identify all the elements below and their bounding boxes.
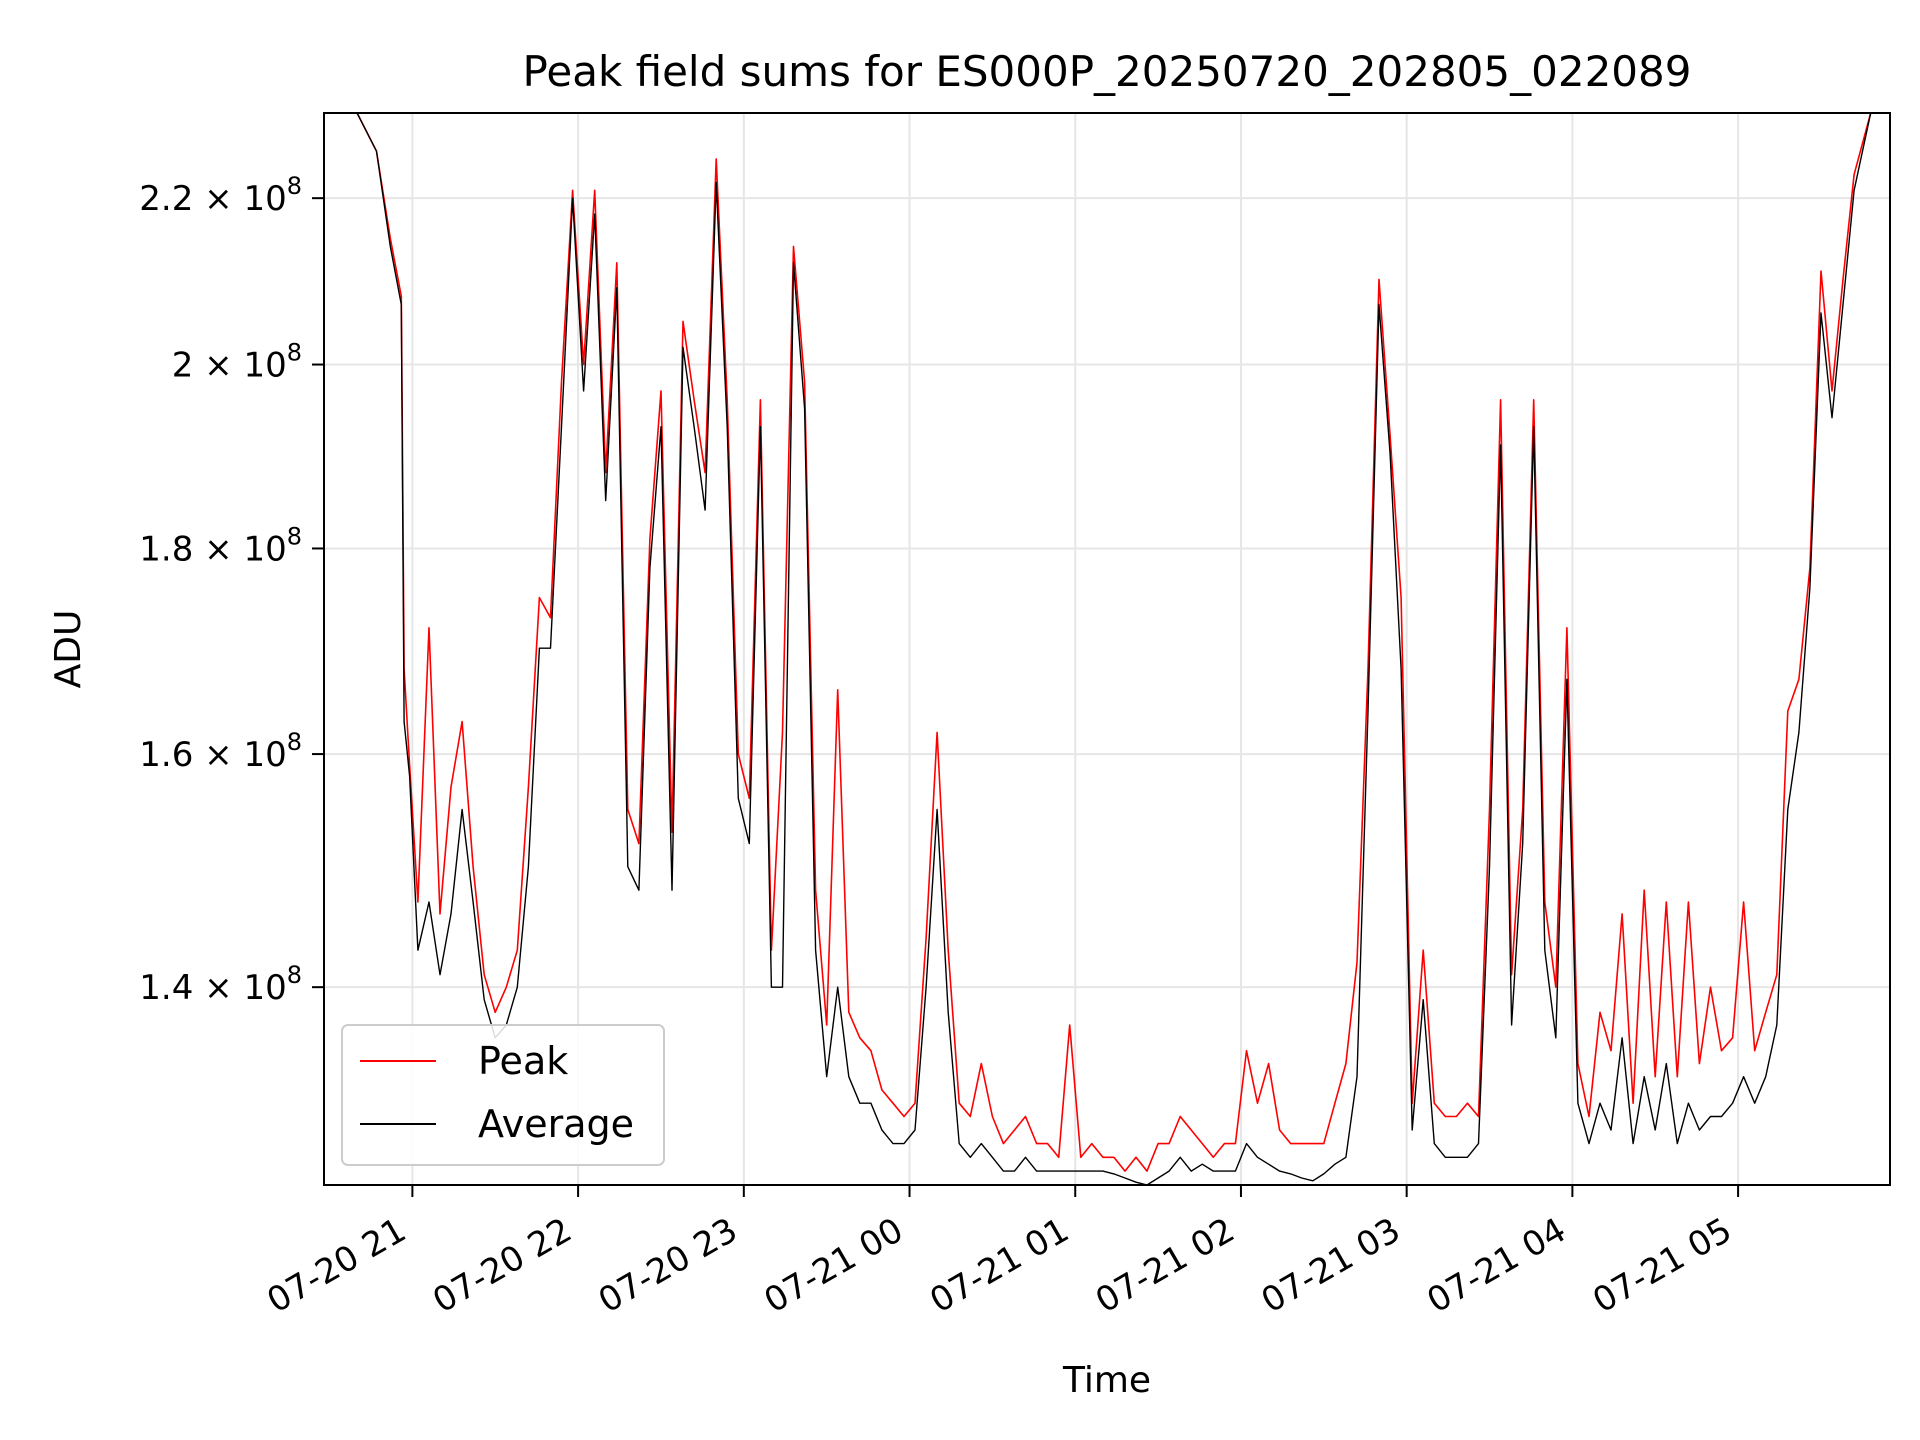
chart-title: Peak field sums for ES000P_20250720_2028… <box>523 47 1692 96</box>
legend: Peak Average <box>341 1024 665 1166</box>
series-layer <box>324 112 1890 1186</box>
series-line-average <box>324 112 1890 1186</box>
y-tick-label: 1.4 × 108 <box>139 961 302 1008</box>
y-axis-label: ADU <box>48 610 89 689</box>
series-line-peak <box>324 112 1890 1172</box>
plot-frame <box>323 112 1891 1186</box>
grid-layer <box>324 113 1890 1185</box>
y-tick-label: 2.2 × 108 <box>139 172 302 219</box>
x-axis-label: Time <box>1062 1360 1151 1401</box>
y-axis: 1.4 × 108 1.6 × 108 1.8 × 108 2 × 108 2.2 × … <box>139 172 324 1008</box>
legend-label-peak: Peak <box>478 1039 568 1083</box>
y-tick-label: 2 × 108 <box>172 339 302 386</box>
y-tick-label: 1.8 × 108 <box>139 522 302 569</box>
legend-label-average: Average <box>478 1102 634 1146</box>
y-tick-label: 1.6 × 108 <box>139 728 302 775</box>
